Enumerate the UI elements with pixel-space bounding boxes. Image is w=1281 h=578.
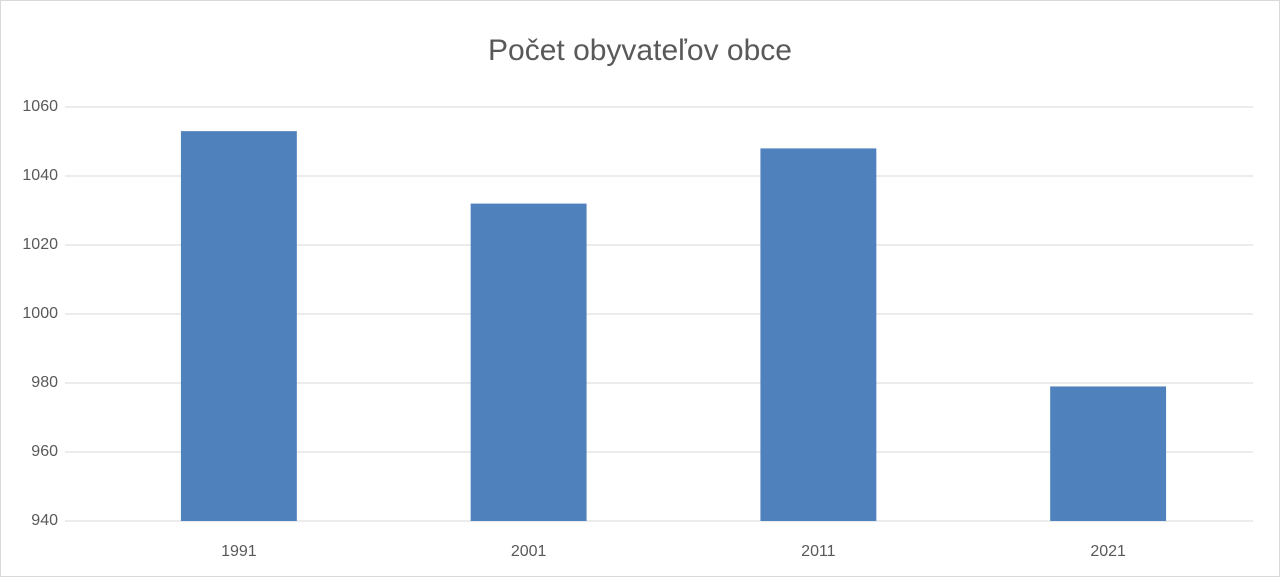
x-tick-label: 2011	[801, 543, 836, 560]
y-tick-label: 1000	[22, 305, 58, 322]
x-tick-label: 2021	[1090, 543, 1126, 560]
bar	[180, 131, 297, 521]
y-tick-label: 960	[31, 443, 58, 460]
y-tick-label: 940	[31, 512, 58, 529]
y-tick-label: 1040	[22, 167, 58, 184]
bar	[1050, 386, 1167, 521]
y-tick-label: 1060	[22, 98, 58, 115]
y-tick-label: 1020	[22, 236, 58, 253]
chart-title: Počet obyvateľov obce	[488, 34, 792, 67]
x-tick-label: 2001	[511, 543, 547, 560]
x-tick-label: 1991	[221, 543, 257, 560]
bar	[760, 148, 877, 521]
y-tick-label: 980	[31, 374, 58, 391]
bar	[470, 203, 587, 521]
